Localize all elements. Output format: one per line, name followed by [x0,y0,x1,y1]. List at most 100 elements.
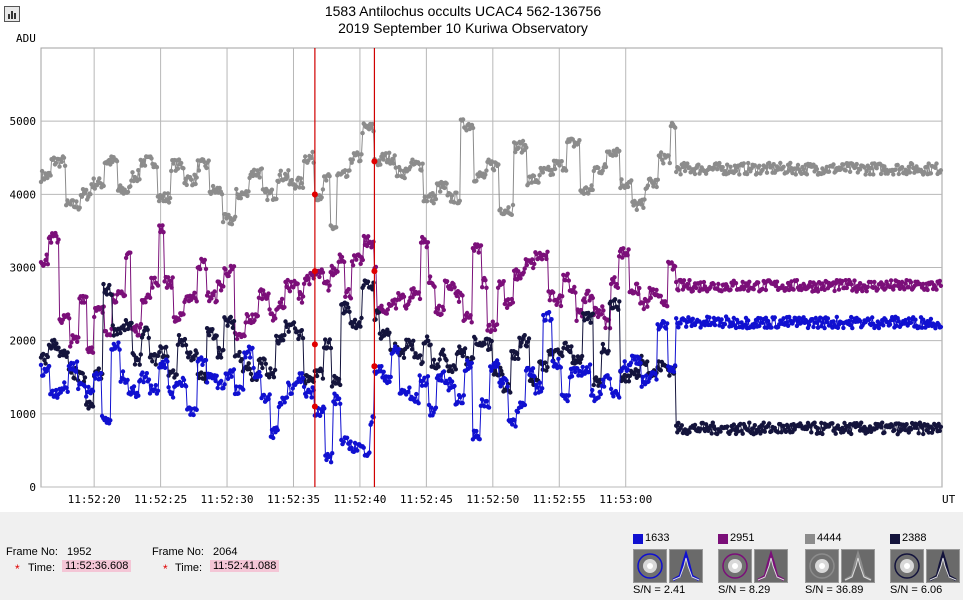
status-footer: Frame No: 1952 * Time: 11:52:36.608 Fram… [0,512,963,600]
data-point [530,379,535,384]
data-point [409,347,415,352]
data-point [199,370,204,375]
data-point [107,157,112,163]
data-point [482,404,487,409]
data-point [561,345,566,351]
data-point [234,336,240,342]
data-point [68,202,73,207]
data-point [324,457,329,463]
data-point [577,138,582,143]
data-point [625,184,631,190]
data-point [612,297,618,302]
data-point [540,386,545,391]
data-point [669,260,674,265]
data-point [123,318,129,323]
data-point [559,350,564,355]
data-point [422,375,427,380]
data-point [887,322,893,327]
star-image-thumbnail[interactable] [633,549,667,583]
star-profile-thumbnail[interactable] [754,549,788,583]
data-point [92,314,97,320]
y-tick-label: 5000 [10,115,37,128]
star-profile-thumbnail[interactable] [841,549,875,583]
star-image-thumbnail[interactable] [718,549,752,583]
data-point [821,284,826,289]
data-point [540,170,546,175]
data-point [680,164,686,170]
data-point [617,299,622,304]
data-point [625,253,630,258]
data-point [214,333,219,338]
data-point [222,382,227,387]
data-point [259,361,264,366]
data-point [864,168,869,174]
data-point [593,375,599,380]
data-point [839,165,844,171]
data-point [228,314,233,320]
data-point [260,365,265,371]
data-point [64,354,69,359]
data-point [146,335,151,341]
data-point [707,315,712,320]
data-point [383,151,389,156]
data-point [360,257,365,263]
data-point [696,162,701,167]
data-point [309,395,314,400]
data-point [322,406,327,411]
series-2951 [38,223,944,355]
star-image-thumbnail[interactable] [805,549,839,583]
frame1-label: Frame No: [6,546,58,558]
data-point [279,296,285,302]
data-point [431,201,436,206]
data-point [674,316,679,321]
data-point [210,327,215,332]
data-point [685,281,690,287]
data-point [673,125,678,130]
data-point [654,184,659,190]
data-point [687,165,692,170]
data-point [849,431,854,437]
data-point [615,285,621,290]
data-point [496,361,501,367]
data-point [872,161,877,166]
data-point [404,306,409,311]
x-tick-label: 11:52:30 [201,493,254,506]
frame2-label: Frame No: [152,546,204,558]
data-point [329,384,335,389]
data-point [849,314,854,320]
chart-menu-icon[interactable] [4,6,20,22]
data-point [251,365,256,371]
star-image-thumbnail[interactable] [890,549,924,583]
data-point [913,317,918,322]
data-point [818,315,823,320]
data-point [460,117,466,122]
data-point [756,280,761,285]
data-point [868,279,874,285]
data-point [573,290,578,295]
data-point [666,153,671,158]
data-point [257,356,263,362]
data-point [700,287,705,292]
x-tick-label: 11:52:45 [400,493,453,506]
data-point [731,422,736,427]
series-4444 [38,117,944,232]
data-point [301,281,307,286]
data-point [84,394,89,399]
star-profile-thumbnail[interactable] [926,549,960,583]
data-point [441,369,447,374]
data-point [934,425,939,430]
data-point [530,366,536,371]
data-point [575,354,581,359]
data-point [576,373,581,378]
data-point [581,191,587,196]
data-point [210,183,216,189]
data-point [514,141,519,146]
star-profile-thumbnail[interactable] [669,549,703,583]
data-point [214,298,219,304]
lightcurve-chart[interactable]: 1583 Antilochus occults UCAC4 562-136756… [0,0,963,512]
data-point [125,326,131,332]
frame1-time-label: Time: [28,562,56,574]
data-point [266,396,271,402]
data-point [310,149,315,155]
data-point [629,178,634,183]
